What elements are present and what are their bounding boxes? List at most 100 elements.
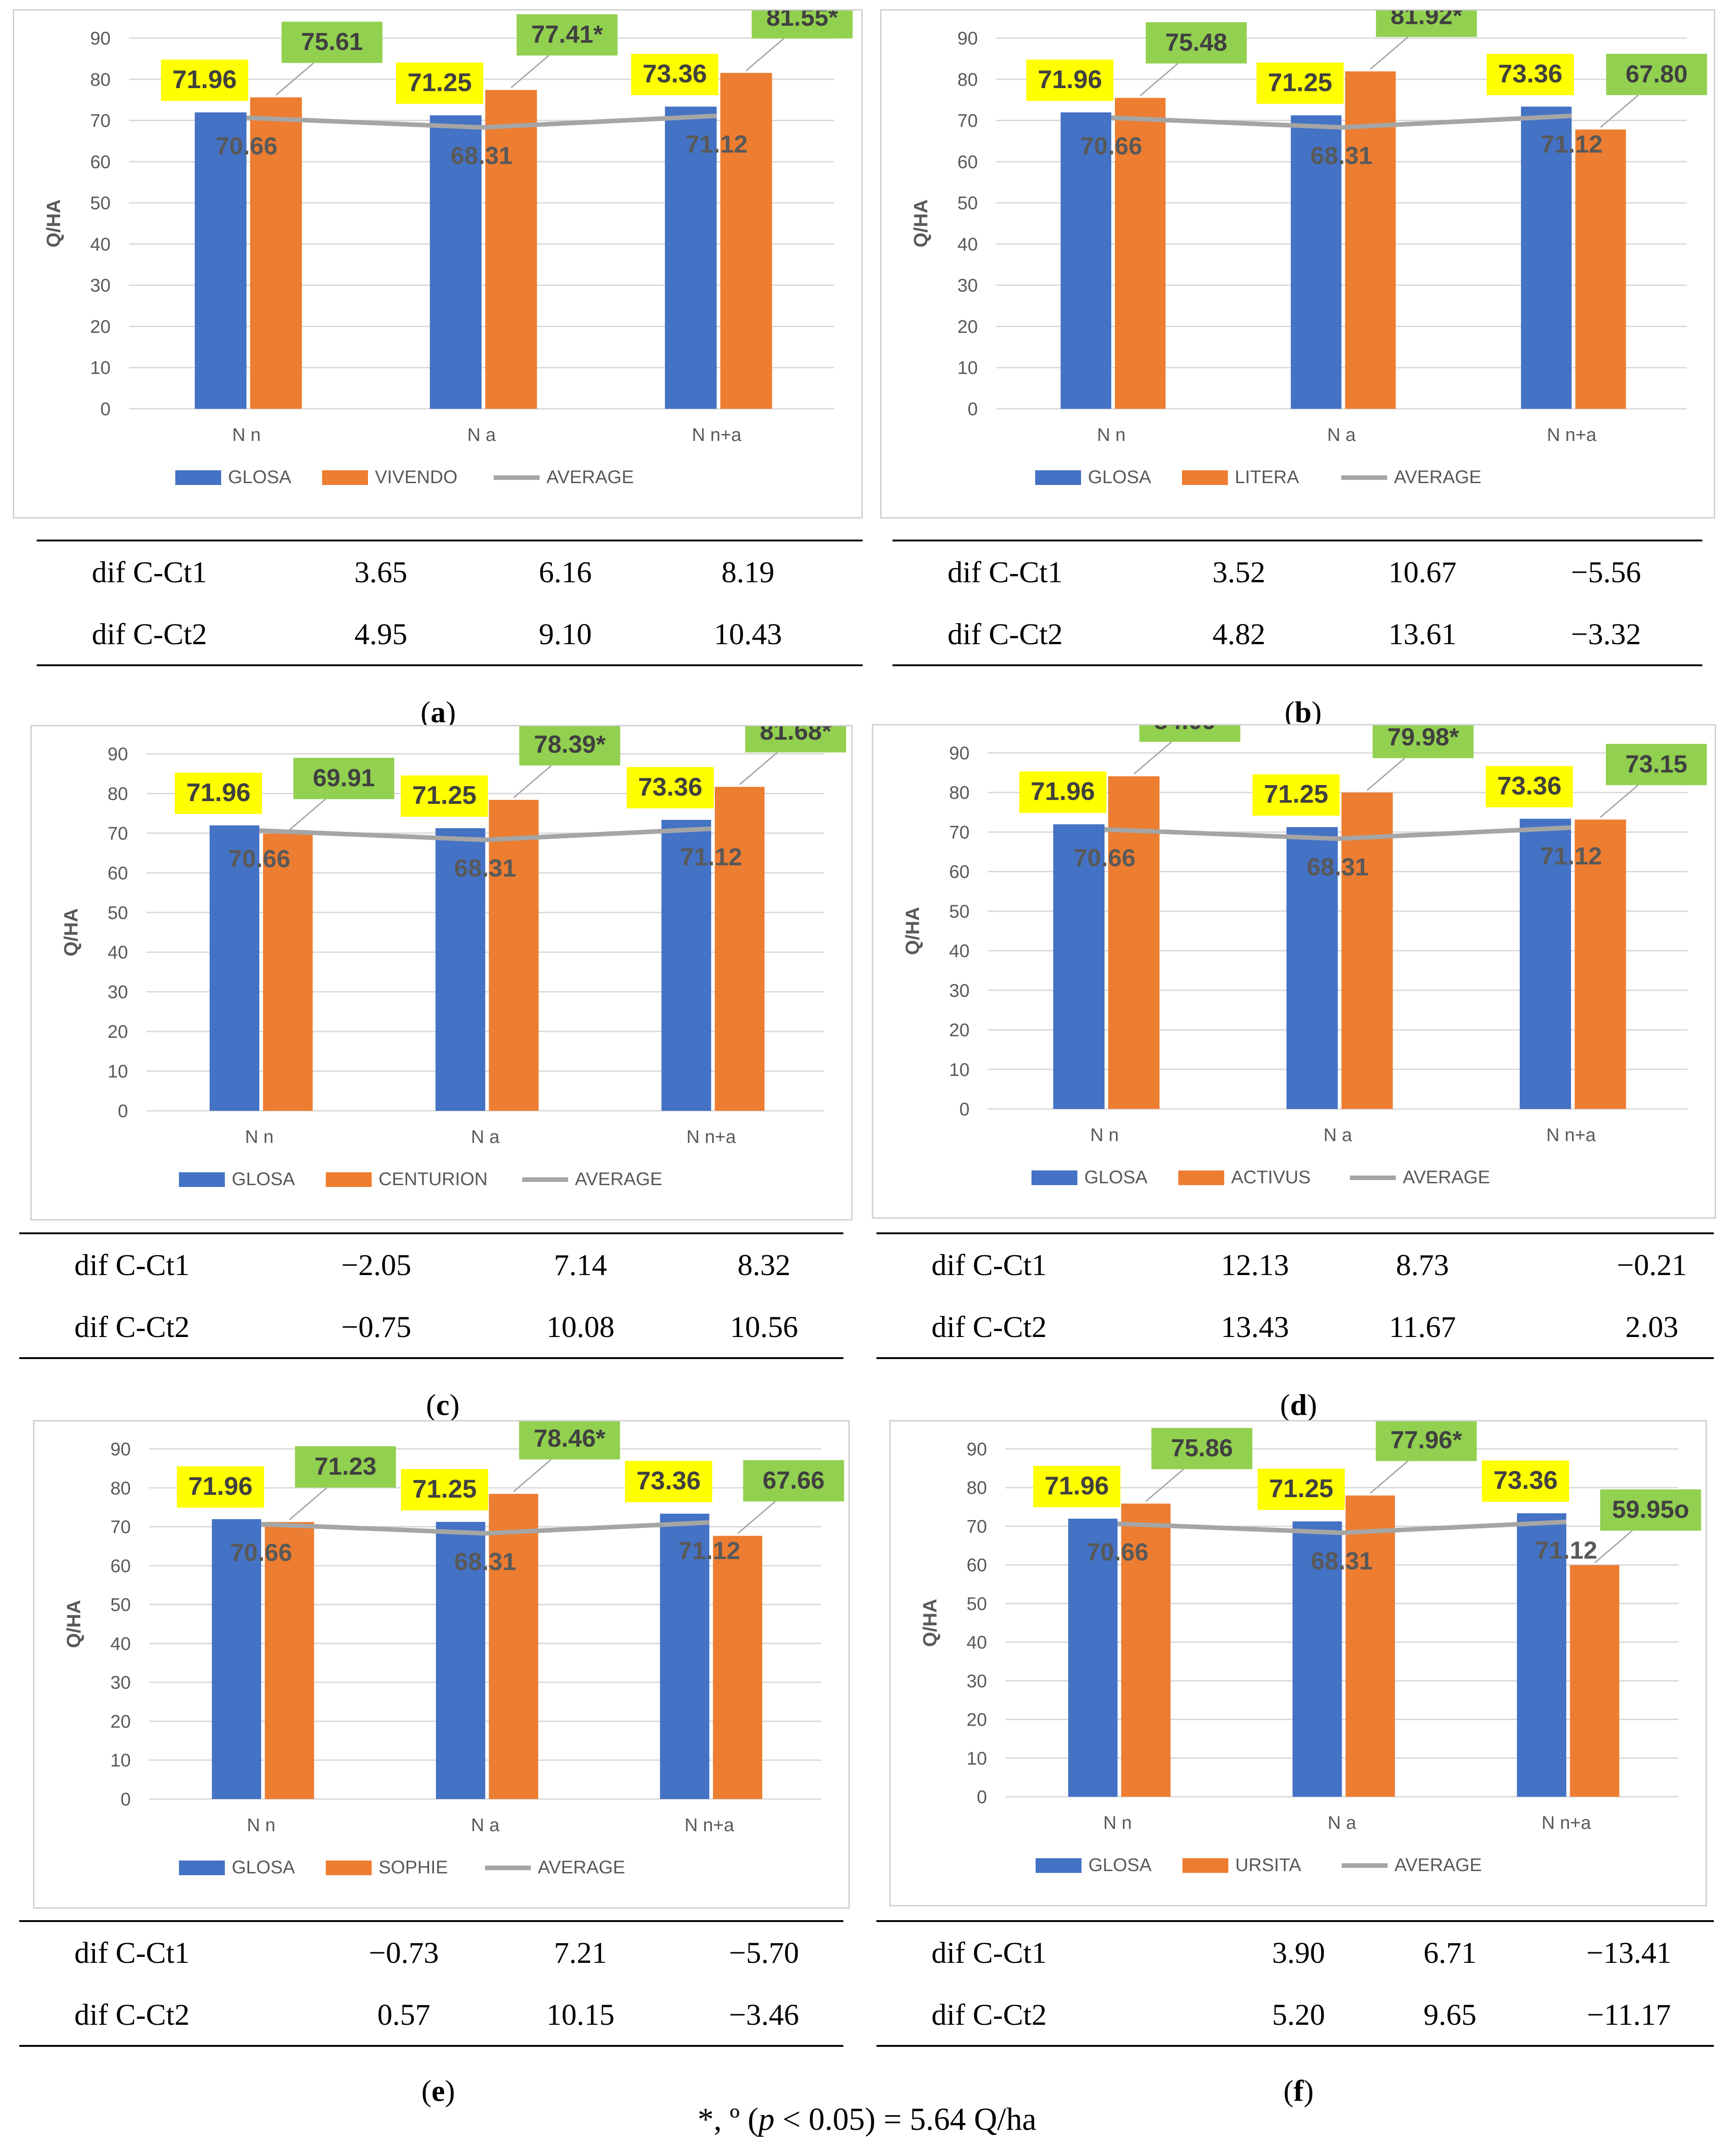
y-tick-label: 50 xyxy=(90,193,111,213)
y-tick-label: 50 xyxy=(108,903,128,923)
table-cell: 4.82 xyxy=(1212,618,1266,651)
table-cell: 3.90 xyxy=(1272,1936,1325,1970)
table-row: dif C-Ct1 3.65 6.16 8.19 xyxy=(37,541,863,603)
legend-label-glosa: GLOSA xyxy=(232,1857,295,1877)
table-cell: 3.52 xyxy=(1212,556,1266,589)
data-label-box-glosa xyxy=(161,59,248,101)
legend-label-litera: LITERA xyxy=(1235,467,1299,487)
y-tick-label: 90 xyxy=(111,1439,131,1460)
x-tick-label: N n+a xyxy=(1542,1813,1592,1833)
x-tick-label: N n xyxy=(245,1127,273,1147)
y-tick-label: 10 xyxy=(90,358,111,378)
y-axis-title: Q/HA xyxy=(63,1600,84,1648)
y-tick-label: 50 xyxy=(967,1594,987,1614)
bar-glosa xyxy=(1068,1518,1118,1797)
caption-letter: f xyxy=(1294,2074,1304,2108)
data-label-glosa: 71.25 xyxy=(407,67,472,96)
panel-caption-f: (f) xyxy=(1283,2074,1314,2108)
bar-centurion xyxy=(714,786,765,1111)
table-row: dif C-Ct1 3.90 6.71 −13.41 xyxy=(876,1922,1714,1984)
x-tick-label: N n xyxy=(1097,425,1126,445)
data-label-average: 70.66 xyxy=(216,133,278,160)
row-label: dif C-Ct2 xyxy=(931,1310,1047,1344)
y-tick-label: 20 xyxy=(967,1710,987,1730)
legend-label-average: AVERAGE xyxy=(1394,1855,1482,1875)
bar-glosa xyxy=(1286,827,1338,1109)
data-label-average: 70.66 xyxy=(230,1539,292,1566)
legend-swatch-vivendo xyxy=(322,470,368,485)
legend-swatch-ursita xyxy=(1182,1858,1228,1873)
chart-svg-f: 0 10 20 30 40 50 60 70 80 90 Q/HA N n N a N n+a 71.96 7… xyxy=(919,1421,1701,1875)
data-label-variety: 79.98* xyxy=(1387,725,1459,751)
footnote: *, º (p < 0.05) = 5.64 Q/ha xyxy=(0,2101,1734,2138)
bar-litera xyxy=(1345,71,1396,409)
bar-vivendo xyxy=(250,97,302,409)
data-label-box-glosa xyxy=(1026,59,1114,101)
data-label-box-glosa xyxy=(1482,1460,1569,1502)
bar-glosa xyxy=(1521,106,1572,409)
data-label-variety: 84.09* xyxy=(1154,725,1226,735)
legend-label-sophie: SOPHIE xyxy=(379,1857,448,1877)
diff-table-e: dif C-Ct1 −0.73 7.21 −5.70 dif C-Ct2 0.57 10.1… xyxy=(19,1920,843,2047)
bar-glosa xyxy=(660,1514,709,1799)
y-tick-label: 40 xyxy=(90,234,111,255)
bar-glosa xyxy=(195,112,247,409)
leader-line xyxy=(1370,1460,1409,1494)
data-label-variety: 77.96* xyxy=(1390,1426,1462,1454)
data-label-box-variety xyxy=(519,726,620,766)
x-tick-label: N n+a xyxy=(686,1127,736,1147)
table-cell: −11.17 xyxy=(1587,1998,1671,2032)
data-label-variety: 59.95o xyxy=(1612,1496,1689,1523)
data-label-variety: 69.91 xyxy=(313,764,375,792)
chart-svg-d: 0 10 20 30 40 50 60 70 80 90 Q/HA N n N a N n+a 71.96 8… xyxy=(902,725,1707,1187)
diff-table-c: dif C-Ct1 −2.05 7.14 8.32 dif C-Ct2 −0.75 10.0… xyxy=(19,1232,843,1359)
chart-svg-e: 0 10 20 30 40 50 60 70 80 90 Q/HA N n N a N n+a 71.96 7… xyxy=(63,1421,844,1877)
data-label-average: 71.12 xyxy=(678,1537,740,1565)
y-tick-label: 0 xyxy=(968,399,978,419)
data-label-glosa: 73.36 xyxy=(638,772,703,801)
y-tick-label: 80 xyxy=(108,784,128,804)
data-label-box-glosa xyxy=(401,1469,488,1510)
legend-label-glosa: GLOSA xyxy=(228,467,291,487)
bar-glosa xyxy=(212,1519,262,1799)
caption-letter: d xyxy=(1290,1388,1307,1422)
leader-line xyxy=(289,1487,328,1521)
y-tick-label: 0 xyxy=(121,1789,131,1810)
y-tick-label: 90 xyxy=(949,743,970,763)
y-tick-label: 80 xyxy=(967,1478,987,1498)
leader-line xyxy=(1140,63,1178,96)
data-label-box-variety xyxy=(1372,725,1474,758)
y-tick-label: 20 xyxy=(108,1022,128,1042)
x-tick-label: N a xyxy=(1327,1813,1356,1833)
y-tick-label: 40 xyxy=(111,1634,131,1654)
legend-swatch-litera xyxy=(1182,470,1228,485)
data-label-glosa: 71.96 xyxy=(173,65,237,94)
leader-line xyxy=(1370,36,1409,70)
table-row: dif C-Ct2 4.95 9.10 10.43 xyxy=(37,603,863,665)
data-label-variety: 81.68* xyxy=(760,726,831,745)
y-tick-label: 60 xyxy=(90,152,111,172)
data-label-box-variety xyxy=(1600,1489,1701,1531)
table-cell: −5.70 xyxy=(729,1936,799,1970)
y-tick-label: 40 xyxy=(967,1632,987,1653)
y-tick-label: 60 xyxy=(958,152,978,172)
y-tick-label: 90 xyxy=(958,28,978,49)
chart-svg-a: 0 10 20 30 40 50 60 70 80 90 Q/HA N n N a N n+a 71.96 7… xyxy=(43,11,853,487)
x-tick-label: N n xyxy=(247,1815,275,1835)
leader-line xyxy=(746,38,785,72)
x-tick-label: N n xyxy=(1090,1125,1119,1145)
legend-swatch-sophie xyxy=(326,1861,372,1875)
y-tick-label: 10 xyxy=(967,1749,987,1769)
data-label-box-variety xyxy=(295,1446,396,1488)
chart-svg-c: 0 10 20 30 40 50 60 70 80 90 Q/HA N n N a N n+a 71.96 6… xyxy=(60,726,846,1189)
table-cell: 5.20 xyxy=(1272,1998,1325,2032)
bar-litera xyxy=(1115,98,1166,409)
panel-caption-c: (c) xyxy=(426,1388,460,1422)
leader-line xyxy=(1145,1468,1184,1502)
bar-glosa xyxy=(1292,1521,1342,1797)
table-cell: 7.14 xyxy=(554,1248,607,1282)
series-line-average xyxy=(246,113,717,130)
x-tick-label: N n xyxy=(232,425,261,445)
table-cell: 0.57 xyxy=(377,1998,430,2032)
legend-label-average: AVERAGE xyxy=(538,1857,625,1877)
